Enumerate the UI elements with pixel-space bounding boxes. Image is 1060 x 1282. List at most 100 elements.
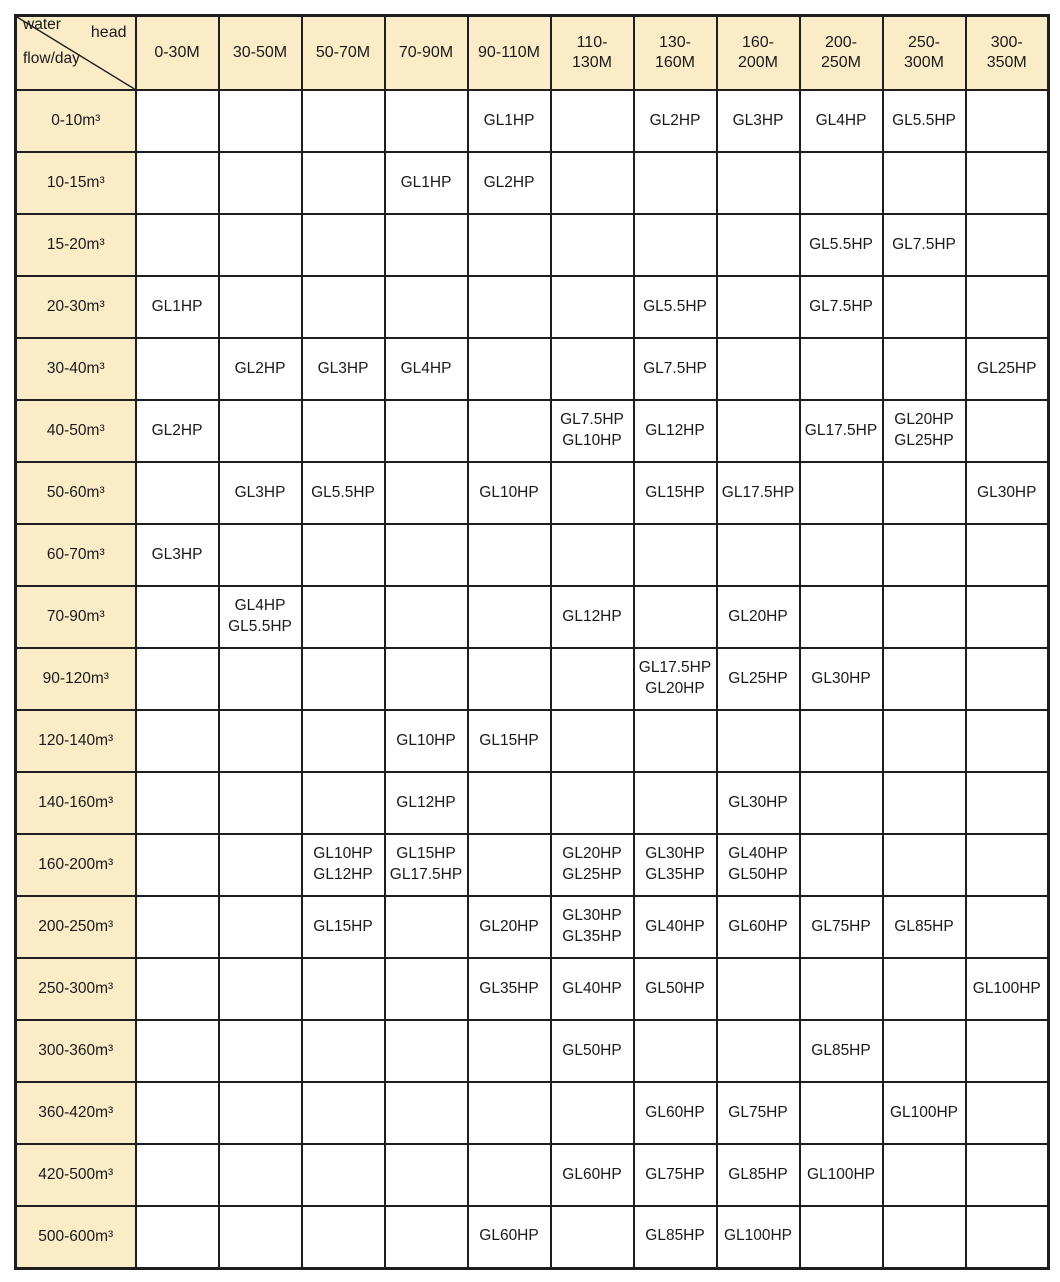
empty-cell (964, 151, 1050, 215)
row-header-13: 200-250m³ (14, 895, 137, 959)
pump-model-cell: GL30HP (798, 647, 884, 711)
row-header-18: 500-600m³ (14, 1205, 137, 1269)
row-header-11: 140-160m³ (14, 771, 137, 835)
empty-cell (217, 1143, 303, 1207)
pump-model-cell: GL10HP (383, 709, 469, 773)
empty-cell (134, 957, 220, 1021)
empty-cell (134, 833, 220, 897)
empty-cell (300, 399, 386, 463)
empty-cell (715, 337, 801, 401)
empty-cell (881, 647, 967, 711)
table-row-8: 70-90m³ GL4HP GL5.5HP GL12HP GL20HP (14, 585, 1050, 649)
empty-cell (300, 709, 386, 773)
col-header-1: 30-50M (217, 14, 303, 91)
empty-cell (964, 709, 1050, 773)
empty-cell (300, 523, 386, 587)
table-row-13: 200-250m³ GL15HP GL20HP GL30HP GL35HP GL40HP… (14, 895, 1050, 959)
empty-cell (134, 771, 220, 835)
empty-cell (300, 1205, 386, 1269)
empty-cell (217, 1081, 303, 1145)
table-row-16: 360-420m³ GL60HP GL75HP GL100HP (14, 1081, 1050, 1145)
empty-cell (383, 461, 469, 525)
empty-cell (964, 895, 1050, 959)
table-row-7: 60-70m³ GL3HP (14, 523, 1050, 587)
empty-cell (549, 647, 635, 711)
pump-model-cell: GL3HP (300, 337, 386, 401)
pump-model-cell: GL85HP (881, 895, 967, 959)
empty-cell (134, 647, 220, 711)
table-row-12: 160-200m³ GL10HP GL12HP GL15HP GL17.5HP GL2… (14, 833, 1050, 897)
pump-model-cell: GL25HP (715, 647, 801, 711)
empty-cell (217, 399, 303, 463)
empty-cell (217, 647, 303, 711)
empty-cell (798, 709, 884, 773)
empty-cell (964, 1143, 1050, 1207)
row-header-8: 70-90m³ (14, 585, 137, 649)
empty-cell (217, 895, 303, 959)
empty-cell (715, 213, 801, 277)
empty-cell (798, 957, 884, 1021)
table-row-17: 420-500m³ GL60HP GL75HP GL85HP GL100HP (14, 1143, 1050, 1207)
empty-cell (383, 1081, 469, 1145)
empty-cell (632, 771, 718, 835)
pump-model-cell: GL100HP (964, 957, 1050, 1021)
table-row-5: 40-50m³ GL2HP GL7.5HP GL10HP GL12HP GL17.5HP… (14, 399, 1050, 463)
empty-cell (715, 709, 801, 773)
corner-flow-line2: flow/day (23, 49, 80, 67)
pump-model-cell: GL12HP (549, 585, 635, 649)
pump-model-cell: GL15HP (466, 709, 552, 773)
pump-model-cell: GL40HP (549, 957, 635, 1021)
empty-cell (964, 89, 1050, 153)
empty-cell (798, 461, 884, 525)
pump-model-cell: GL20HP GL25HP (881, 399, 967, 463)
row-header-9: 90-120m³ (14, 647, 137, 711)
row-header-12: 160-200m³ (14, 833, 137, 897)
pump-model-cell: GL15HP (632, 461, 718, 525)
empty-cell (466, 1019, 552, 1083)
empty-cell (300, 275, 386, 339)
empty-cell (881, 151, 967, 215)
pump-model-cell: GL2HP (632, 89, 718, 153)
empty-cell (549, 709, 635, 773)
empty-cell (134, 1205, 220, 1269)
empty-cell (549, 89, 635, 153)
empty-cell (632, 585, 718, 649)
pump-model-cell: GL5.5HP (798, 213, 884, 277)
empty-cell (881, 709, 967, 773)
pump-model-cell: GL2HP (466, 151, 552, 215)
pump-model-cell: GL15HP (300, 895, 386, 959)
empty-cell (964, 1019, 1050, 1083)
empty-cell (134, 151, 220, 215)
empty-cell (383, 647, 469, 711)
col-header-2: 50-70M (300, 14, 386, 91)
pump-model-cell: GL100HP (798, 1143, 884, 1207)
empty-cell (383, 399, 469, 463)
empty-cell (964, 275, 1050, 339)
empty-cell (466, 337, 552, 401)
empty-cell (466, 275, 552, 339)
table-row-0: 0-10m³ GL1HP GL2HP GL3HP GL4HP GL5.5HP (14, 89, 1050, 153)
empty-cell (300, 647, 386, 711)
empty-cell (798, 337, 884, 401)
empty-cell (134, 1019, 220, 1083)
pump-model-cell: GL100HP (715, 1205, 801, 1269)
pump-model-cell: GL35HP (466, 957, 552, 1021)
pump-model-cell: GL5.5HP (881, 89, 967, 153)
empty-cell (300, 151, 386, 215)
pump-model-cell: GL4HP GL5.5HP (217, 585, 303, 649)
empty-cell (300, 1143, 386, 1207)
empty-cell (134, 89, 220, 153)
pump-model-cell: GL1HP (383, 151, 469, 215)
empty-cell (383, 213, 469, 277)
pump-model-cell: GL5.5HP (632, 275, 718, 339)
empty-cell (134, 213, 220, 277)
col-header-10: 300- 350M (964, 14, 1050, 91)
empty-cell (964, 1205, 1050, 1269)
empty-cell (881, 337, 967, 401)
empty-cell (881, 1205, 967, 1269)
table-row-15: 300-360m³ GL50HP GL85HP (14, 1019, 1050, 1083)
row-header-17: 420-500m³ (14, 1143, 137, 1207)
empty-cell (632, 709, 718, 773)
pump-model-cell: GL7.5HP (798, 275, 884, 339)
empty-cell (549, 523, 635, 587)
